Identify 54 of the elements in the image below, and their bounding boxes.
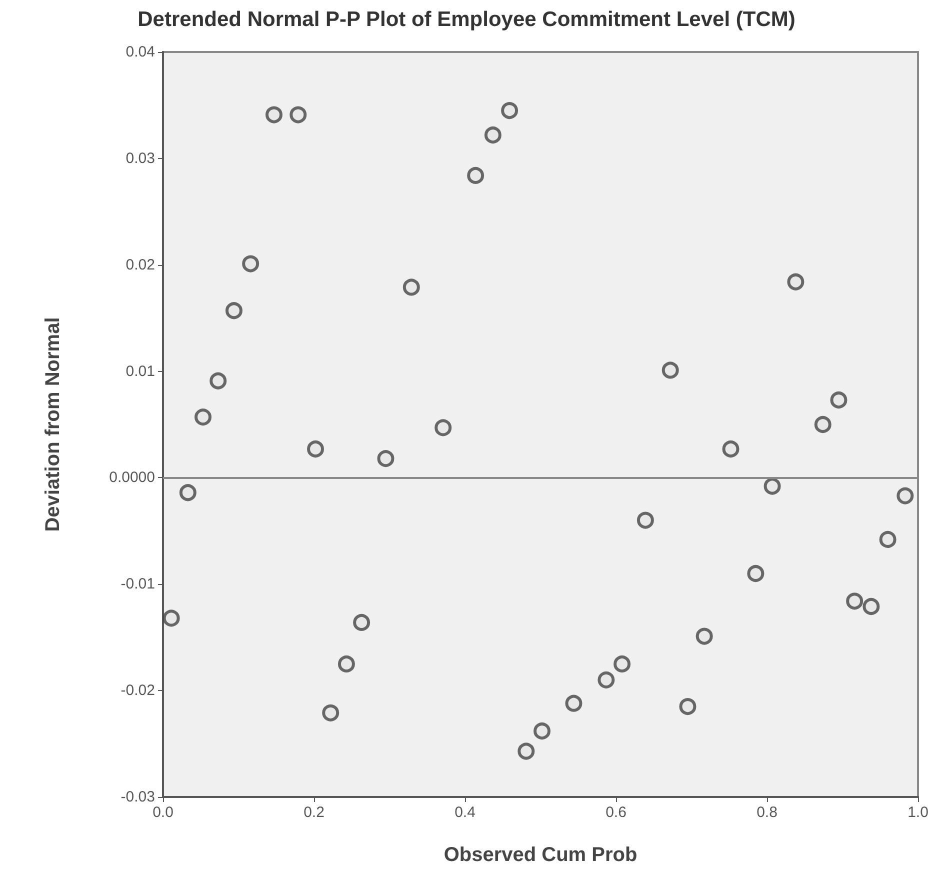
point <box>377 450 394 468</box>
point <box>696 628 713 645</box>
point <box>598 671 615 688</box>
point <box>353 614 370 631</box>
point <box>814 416 832 433</box>
point <box>210 372 227 390</box>
y-tick-label: 0.01 <box>126 362 155 380</box>
point <box>194 408 212 426</box>
point <box>565 694 582 712</box>
point <box>764 478 781 495</box>
point <box>322 704 340 722</box>
point <box>747 565 764 582</box>
point <box>467 166 484 184</box>
point <box>534 722 551 740</box>
point <box>879 530 896 548</box>
x-axis-title: Observed Cum Prob <box>444 844 638 866</box>
x-tick-label: 0.2 <box>304 804 324 821</box>
point <box>402 278 420 296</box>
x-tick-label: 0.8 <box>756 804 778 821</box>
x-tick-label: 0.4 <box>454 804 476 821</box>
point <box>862 598 880 615</box>
y-tick-label: -0.02 <box>120 682 155 700</box>
y-tick-label: 0.02 <box>126 256 155 274</box>
y-tick-label: 0.0000 <box>109 469 155 486</box>
point <box>179 484 196 502</box>
point <box>434 419 452 436</box>
point <box>614 655 631 672</box>
point <box>518 742 535 760</box>
x-tick-label: 0.6 <box>606 804 626 821</box>
point <box>290 106 307 124</box>
chart-title: Detrended Normal P-P Plot of Employee Commitment Level (TCM) <box>138 8 796 31</box>
point <box>266 106 282 124</box>
y-tick-label: -0.03 <box>120 788 155 806</box>
y-tick-label: 0.03 <box>126 150 155 167</box>
point <box>722 440 740 458</box>
point <box>307 440 324 458</box>
point <box>662 362 679 379</box>
point <box>896 487 914 504</box>
point <box>162 610 180 627</box>
point <box>636 512 654 529</box>
point <box>679 698 696 716</box>
point <box>830 392 848 409</box>
point <box>242 255 260 272</box>
point <box>338 655 355 672</box>
x-tick-label: 1.0 <box>908 804 928 821</box>
point <box>484 126 502 144</box>
point <box>787 273 804 290</box>
point <box>501 102 518 120</box>
y-axis-title: Deviation from Normal <box>42 317 64 532</box>
point <box>846 592 864 610</box>
y-tick-label: 0.04 <box>126 44 155 60</box>
x-tick-label: 0.0 <box>152 804 174 821</box>
y-tick-label: -0.01 <box>120 576 155 593</box>
point <box>225 302 242 320</box>
